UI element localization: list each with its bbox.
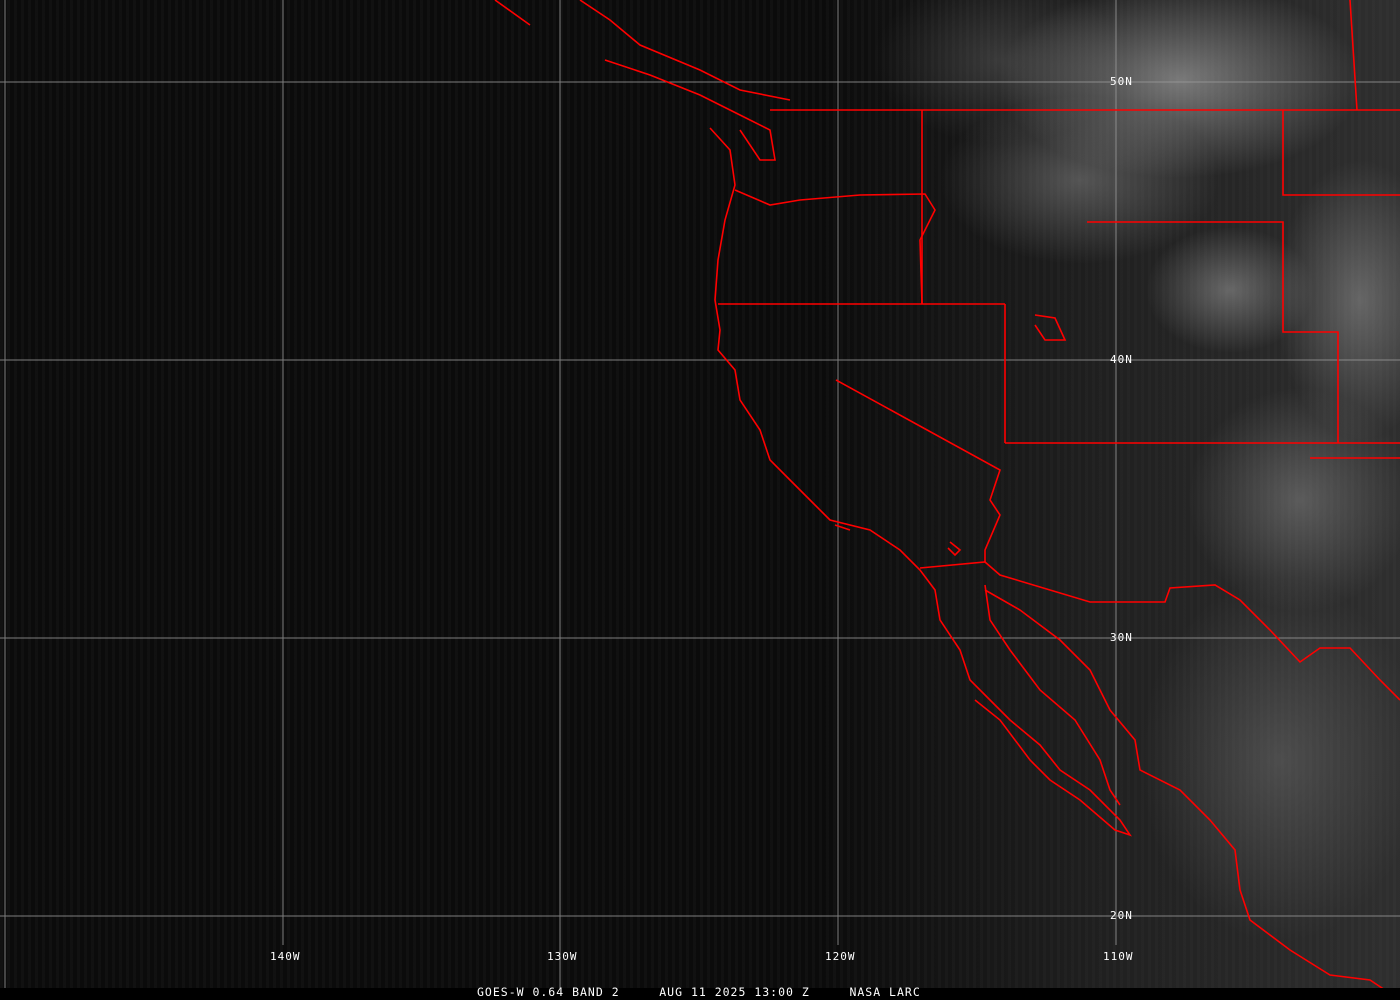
california-nevada-border [835,379,1001,562]
alberta-border [1349,0,1358,111]
wyoming-border [1087,221,1339,443]
great-salt-lake [1034,314,1067,341]
lon-label-120w: 120W [825,950,856,963]
montana-border [1282,110,1400,196]
lon-label-130w: 130W [547,950,578,963]
mainland-mexico-coast [984,589,1400,1000]
lat-label-30n: 30N [1110,631,1133,644]
salton-sea [947,541,962,557]
image-caption: GOES-W 0.64 BAND 2 AUG 11 2025 13:00 Z N… [477,985,921,999]
us-mexico-border [919,561,1400,701]
lon-label-110w: 110W [1103,950,1134,963]
gulf-of-california-coast [984,584,1121,806]
pacific-coastline-us [709,127,1132,837]
islands [834,524,851,531]
lat-label-20n: 20N [1110,909,1133,922]
caption-credit: NASA LARC [849,985,921,999]
lat-label-50n: 50N [1110,75,1133,88]
lat-label-40n: 40N [1110,353,1133,366]
caption-satellite: GOES-W 0.64 BAND 2 [477,985,620,999]
caption-datetime: AUG 11 2025 13:00 Z [659,985,810,999]
pacific-coastline [494,0,531,26]
lon-label-140w: 140W [270,950,301,963]
caption-bar [0,988,1400,1000]
coastline-vancouver-island [604,59,776,161]
washington-oregon-border [734,189,936,305]
coastline-bc [579,0,791,101]
